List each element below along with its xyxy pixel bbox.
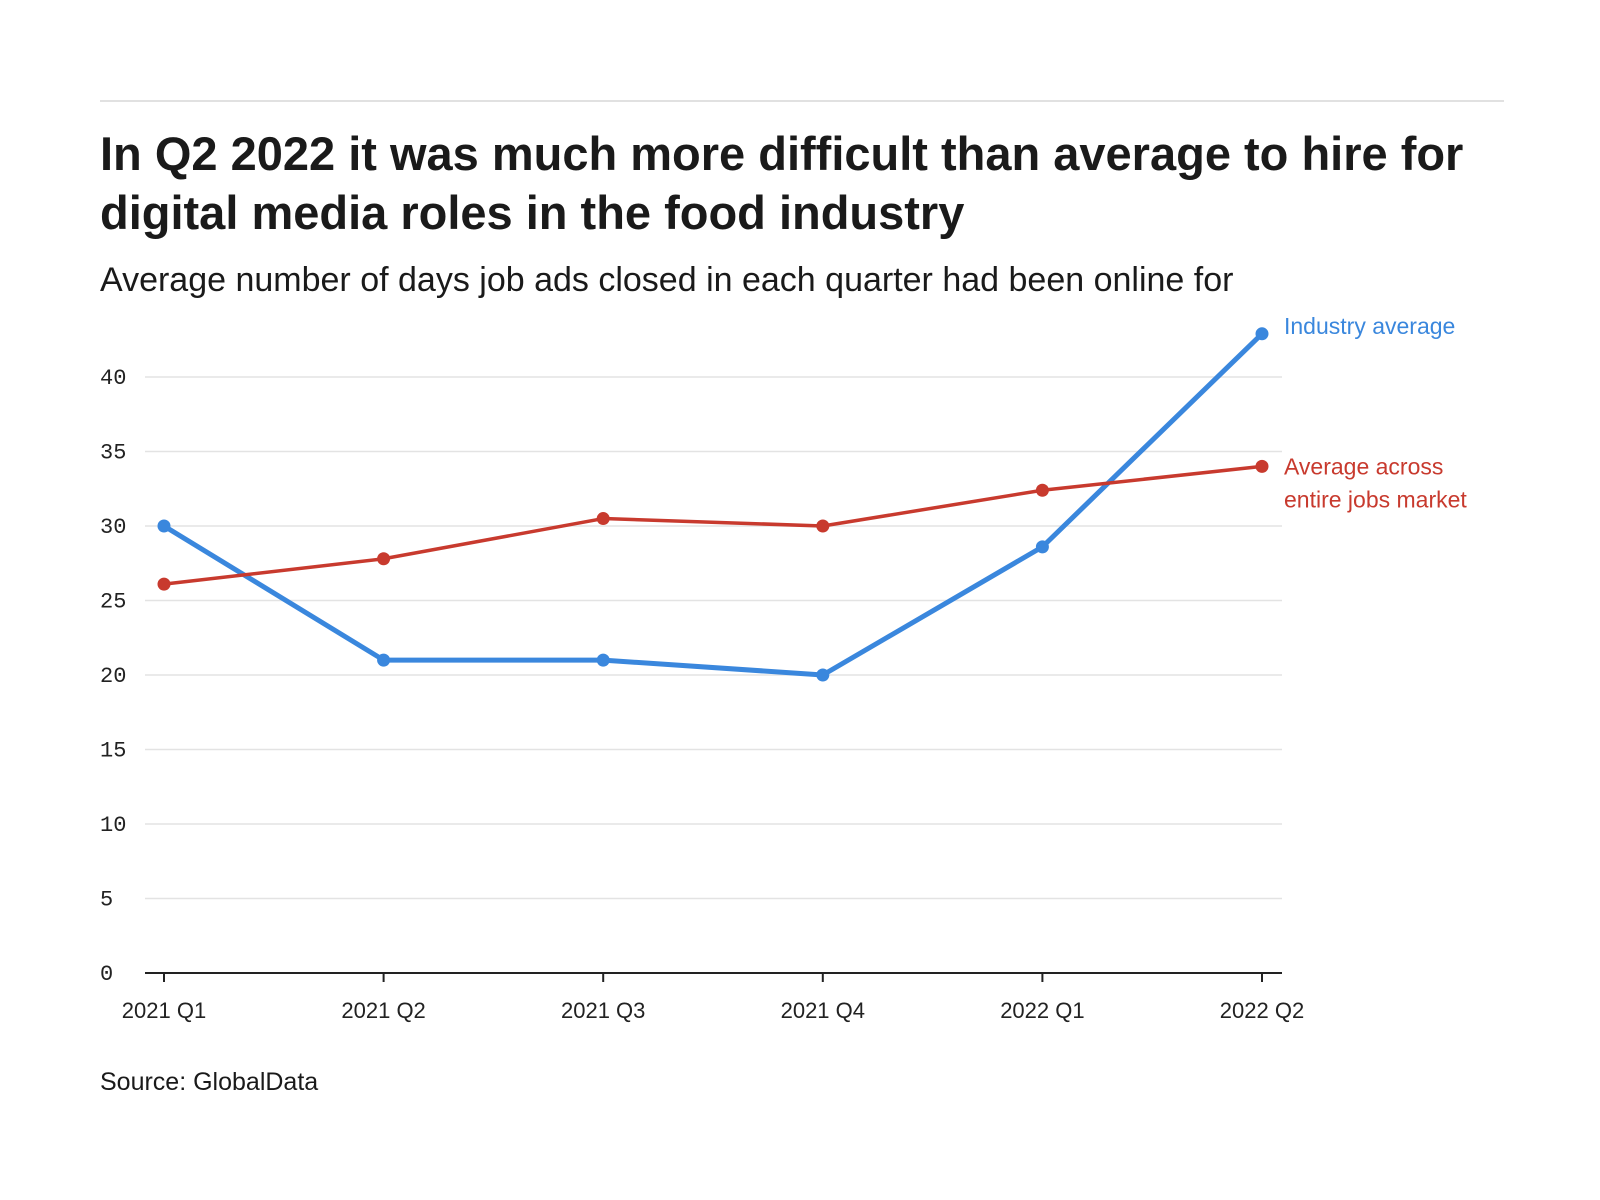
x-tick-label: 2021 Q1 <box>122 998 206 1023</box>
x-tick-label: 2022 Q2 <box>1220 998 1304 1023</box>
x-tick-label: 2021 Q2 <box>341 998 425 1023</box>
y-tick-label: 5 <box>100 888 113 913</box>
series-line <box>161 331 1265 678</box>
series-jobs-market-average <box>157 459 1269 591</box>
source-note: Source: GlobalData <box>100 1068 319 1096</box>
x-tick-label: 2022 Q1 <box>1000 998 1084 1023</box>
x-axis-ticks: 2021 Q1 2021 Q2 2021 Q3 2021 Q4 2022 Q1 2022 … <box>122 973 1304 1023</box>
chart-title: In Q2 2022 it was much more difficult th… <box>100 127 1464 239</box>
data-point <box>1035 483 1049 497</box>
data-point <box>1255 459 1269 473</box>
data-point <box>157 577 171 591</box>
data-point <box>1255 327 1269 341</box>
series-label: Average across <box>1284 453 1443 479</box>
data-point <box>816 519 830 533</box>
y-axis-ticks: 0 5 10 15 20 25 30 35 40 <box>100 366 126 987</box>
series-industry-average <box>157 327 1269 682</box>
y-tick-label: 30 <box>100 515 126 540</box>
data-point <box>377 552 391 566</box>
y-tick-label: 40 <box>100 366 126 391</box>
top-divider <box>100 100 1504 102</box>
gridlines <box>145 376 1282 900</box>
y-tick-label: 15 <box>100 739 126 764</box>
series-line <box>162 464 1264 586</box>
data-point <box>596 512 610 526</box>
data-point <box>1035 540 1049 554</box>
data-point <box>377 653 391 667</box>
series-labels: Industry average Average across entire job… <box>1284 313 1467 513</box>
y-tick-label: 10 <box>100 813 126 838</box>
y-tick-label: 35 <box>100 441 126 466</box>
chart-subtitle: Average number of days job ads closed in… <box>100 261 1234 299</box>
x-tick-label: 2021 Q3 <box>561 998 645 1023</box>
y-tick-label: 20 <box>100 664 126 689</box>
series-label: Industry average <box>1284 313 1455 339</box>
series <box>157 327 1269 682</box>
y-tick-label: 25 <box>100 590 126 615</box>
y-tick-label: 0 <box>100 962 113 987</box>
data-point <box>596 653 610 667</box>
series-label: entire jobs market <box>1284 486 1467 512</box>
data-point <box>157 519 171 533</box>
x-tick-label: 2021 Q4 <box>781 998 865 1023</box>
data-point <box>816 668 830 682</box>
